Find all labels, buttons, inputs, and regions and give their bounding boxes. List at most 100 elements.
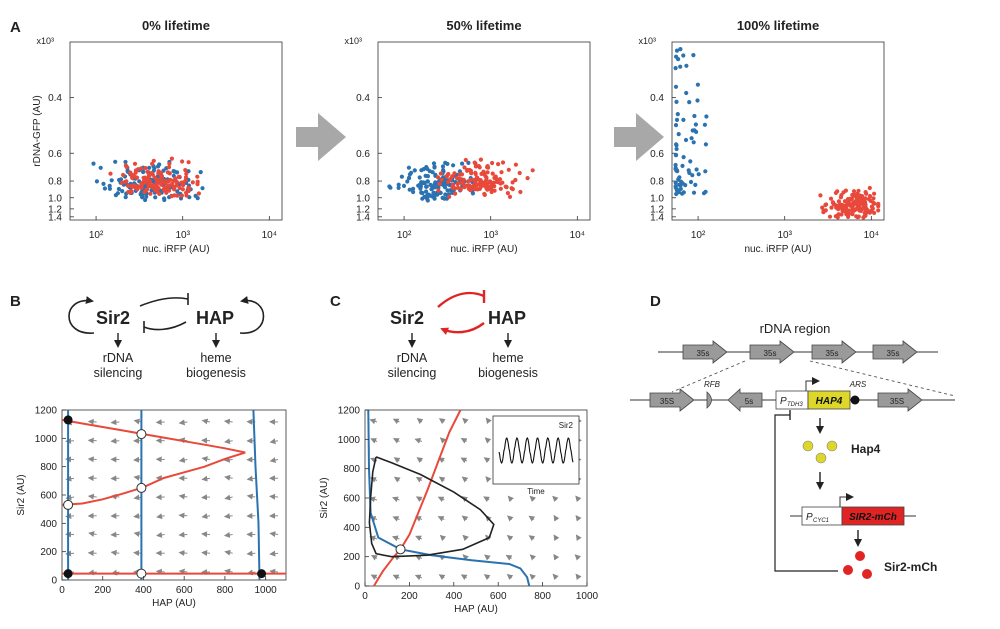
- vector-arrow: [269, 531, 279, 538]
- vector-arrow: [575, 573, 582, 581]
- scatter-point: [503, 184, 508, 189]
- y-axis-label: Sir2 (AU): [319, 477, 330, 518]
- scatter-point: [478, 157, 483, 162]
- y-tick-label: 0.4: [650, 93, 664, 104]
- svg-text:5s: 5s: [745, 397, 753, 406]
- scatter-point: [473, 177, 478, 183]
- scatter-point: [678, 186, 683, 191]
- scatter-point: [180, 187, 185, 192]
- vector-arrow: [201, 418, 211, 425]
- scatter-point: [184, 193, 189, 198]
- scatter-point: [452, 171, 457, 176]
- b-sir2-output-1: rDNA: [103, 351, 134, 365]
- scatter-point: [123, 195, 128, 200]
- scatter-point: [455, 185, 461, 190]
- x-tick-label: 10⁴: [864, 230, 879, 241]
- scatter-point: [478, 185, 483, 190]
- scatter-point: [411, 186, 416, 191]
- scatter-point: [681, 190, 686, 195]
- vector-arrow: [552, 573, 559, 581]
- scatter-point: [440, 195, 445, 200]
- scatter-point: [872, 191, 877, 196]
- vector-arrow: [393, 476, 401, 483]
- vector-arrow: [246, 493, 256, 500]
- vector-arrow: [178, 512, 188, 519]
- scatter-point: [176, 174, 181, 179]
- scatter-point: [845, 197, 851, 202]
- scatter-point: [101, 181, 106, 186]
- scatter-point: [684, 63, 689, 68]
- scatter-point: [507, 194, 513, 199]
- scatter-point: [157, 162, 162, 167]
- vector-arrow: [437, 516, 445, 522]
- vector-arrow: [269, 550, 279, 557]
- x-tick-label: 600: [176, 585, 193, 596]
- scatter-point: [691, 53, 696, 58]
- scatter-title: 0% lifetime: [142, 18, 210, 33]
- vector-arrow: [201, 531, 211, 538]
- scatter-point: [186, 160, 191, 165]
- scatter-point: [177, 185, 182, 191]
- scatter-point: [440, 181, 445, 186]
- scatter-point: [694, 129, 699, 134]
- scatter-point: [703, 142, 709, 147]
- scatter-point: [195, 179, 200, 184]
- scatter-point: [171, 187, 177, 192]
- rdna-repeat-label: 35s: [764, 349, 777, 358]
- scatter-point: [696, 172, 701, 177]
- y-tick-label: 0.6: [356, 149, 370, 160]
- c-sir2-output-1: rDNA: [397, 351, 428, 365]
- scatter-point: [857, 193, 862, 198]
- vector-arrow: [553, 514, 560, 522]
- x-tick-label: 600: [490, 591, 507, 602]
- svg-text:SIR2-mCh: SIR2-mCh: [849, 512, 897, 523]
- scatter-point: [166, 165, 172, 170]
- y-tick-label: 400: [343, 523, 360, 534]
- scatter-point: [513, 162, 519, 167]
- scatter-point: [455, 181, 460, 187]
- scatter-point: [683, 137, 689, 143]
- d-hap4-gene: [807, 390, 851, 410]
- vector-arrow: [156, 531, 165, 538]
- scatter-point: [118, 177, 124, 182]
- y-tick-label: 1.2: [650, 204, 664, 215]
- scatter-point: [488, 180, 493, 185]
- scatter-point: [183, 168, 188, 173]
- scatter-point: [432, 185, 437, 190]
- scatter-point: [173, 176, 178, 181]
- scatter-point: [829, 205, 834, 210]
- scatter-point: [109, 178, 114, 183]
- c-sir2-inhibits-hap: [437, 291, 485, 308]
- scatter-point: [870, 206, 875, 211]
- genetic-circuit-d: rDNA region 35s 35s 35s 35s 35S RFB 5s P TD…: [630, 321, 956, 579]
- scatter-point: [473, 170, 478, 175]
- y-tick-label: 1200: [35, 406, 58, 417]
- x-tick-label: 200: [94, 585, 111, 596]
- vector-arrow: [155, 568, 165, 575]
- vector-arrow: [269, 457, 279, 463]
- scatter-point: [466, 160, 471, 165]
- vector-arrow: [507, 515, 514, 522]
- scatter-point: [200, 186, 205, 191]
- scatter-point: [396, 182, 401, 187]
- svg-text:TDH3: TDH3: [787, 402, 803, 408]
- scatter-point: [179, 193, 184, 198]
- stable-fixed-point: [257, 569, 267, 579]
- scatter-plot-50-lifetime: 50% lifetime x10³ 0.4 0.6 0.8 1.01.21.4 10² 10³…: [344, 18, 591, 255]
- scatter-point: [472, 160, 477, 165]
- scatter-point: [482, 180, 487, 185]
- scatter-point: [836, 199, 842, 204]
- scatter-point: [518, 189, 523, 195]
- vector-arrow: [224, 474, 233, 481]
- vector-arrow: [269, 493, 279, 500]
- vector-arrow: [505, 554, 513, 561]
- y-axis-label: rDNA-GFP (AU): [32, 95, 43, 166]
- scatter-point: [184, 171, 189, 176]
- inset-box: [492, 415, 580, 485]
- y-tick-label: 0.6: [650, 149, 664, 160]
- scatter-point: [135, 186, 140, 191]
- scatter-point: [148, 191, 153, 196]
- unstable-fixed-point: [136, 568, 147, 579]
- scatter-point: [872, 210, 877, 215]
- vector-arrow: [416, 457, 424, 464]
